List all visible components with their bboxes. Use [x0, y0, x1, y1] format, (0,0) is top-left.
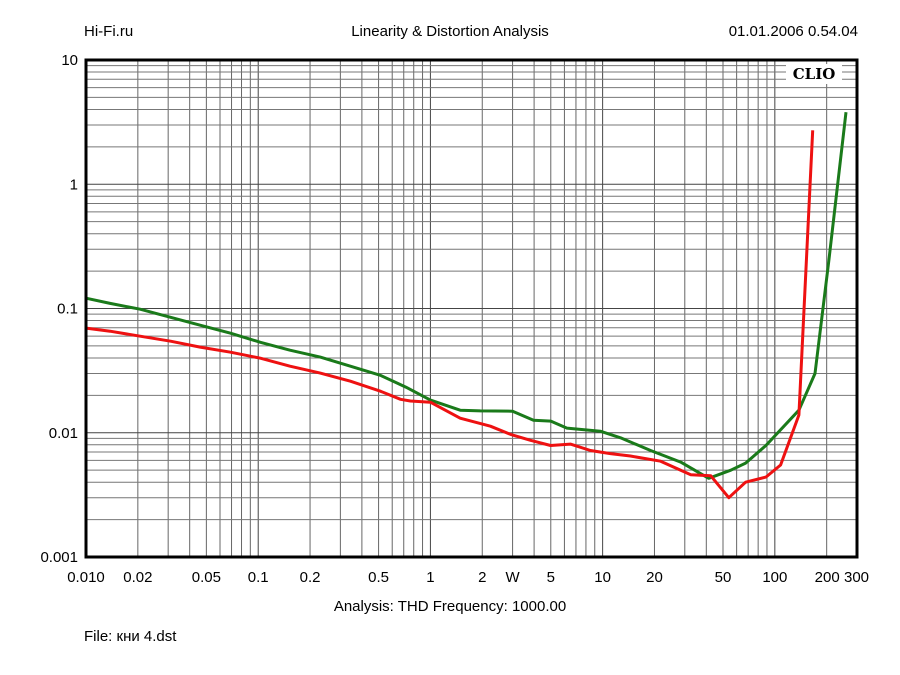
- x-tick-label: 20: [646, 569, 663, 586]
- x-tick-label: 50: [715, 569, 732, 586]
- grid: [86, 60, 857, 557]
- analysis-label: Analysis: THD Frequency: 1000.00: [334, 598, 566, 615]
- x-tick-label: 0.5: [368, 569, 389, 586]
- x-tick-label: 0.010: [67, 569, 105, 586]
- x-tick-label: 2: [478, 569, 486, 586]
- y-tick-label: 1: [70, 176, 78, 193]
- series-line-red: [85, 130, 815, 500]
- x-tick-label: 300: [844, 569, 869, 586]
- clio-watermark: CLIO: [793, 65, 836, 83]
- file-label: File: кни 4.dst: [84, 628, 177, 645]
- x-tick-label: 200: [815, 569, 840, 586]
- x-tick-label: 0.05: [192, 569, 221, 586]
- y-axis-ticks: 10 1 0.1 0.01 0.001: [40, 52, 78, 566]
- x-tick-label: 0.1: [248, 569, 269, 586]
- plot-frame: [84, 58, 859, 559]
- header-timestamp: 01.01.2006 0.54.04: [729, 23, 858, 40]
- series-group: [85, 112, 848, 500]
- x-axis-ticks: 0.010 0.02 0.05 0.1 0.2 0.5 1 2 W 5 10 20 50 100 200 30…: [67, 569, 869, 586]
- series-line-green: [85, 112, 848, 480]
- chart-title: Linearity & Distortion Analysis: [351, 23, 549, 40]
- y-tick-label: 0.1: [57, 301, 78, 318]
- x-tick-label: W: [505, 569, 520, 586]
- x-tick-label: 0.2: [300, 569, 321, 586]
- watermark-bg: [786, 64, 842, 84]
- x-tick-label: 10: [594, 569, 611, 586]
- y-tick-label: 0.001: [40, 549, 78, 566]
- x-tick-label: 0.02: [123, 569, 152, 586]
- x-tick-label: 100: [762, 569, 787, 586]
- y-tick-label: 0.01: [49, 425, 78, 442]
- x-tick-label: 5: [547, 569, 555, 586]
- header-site: Hi-Fi.ru: [84, 23, 133, 40]
- x-tick-label: 1: [426, 569, 434, 586]
- y-tick-label: 10: [61, 52, 78, 69]
